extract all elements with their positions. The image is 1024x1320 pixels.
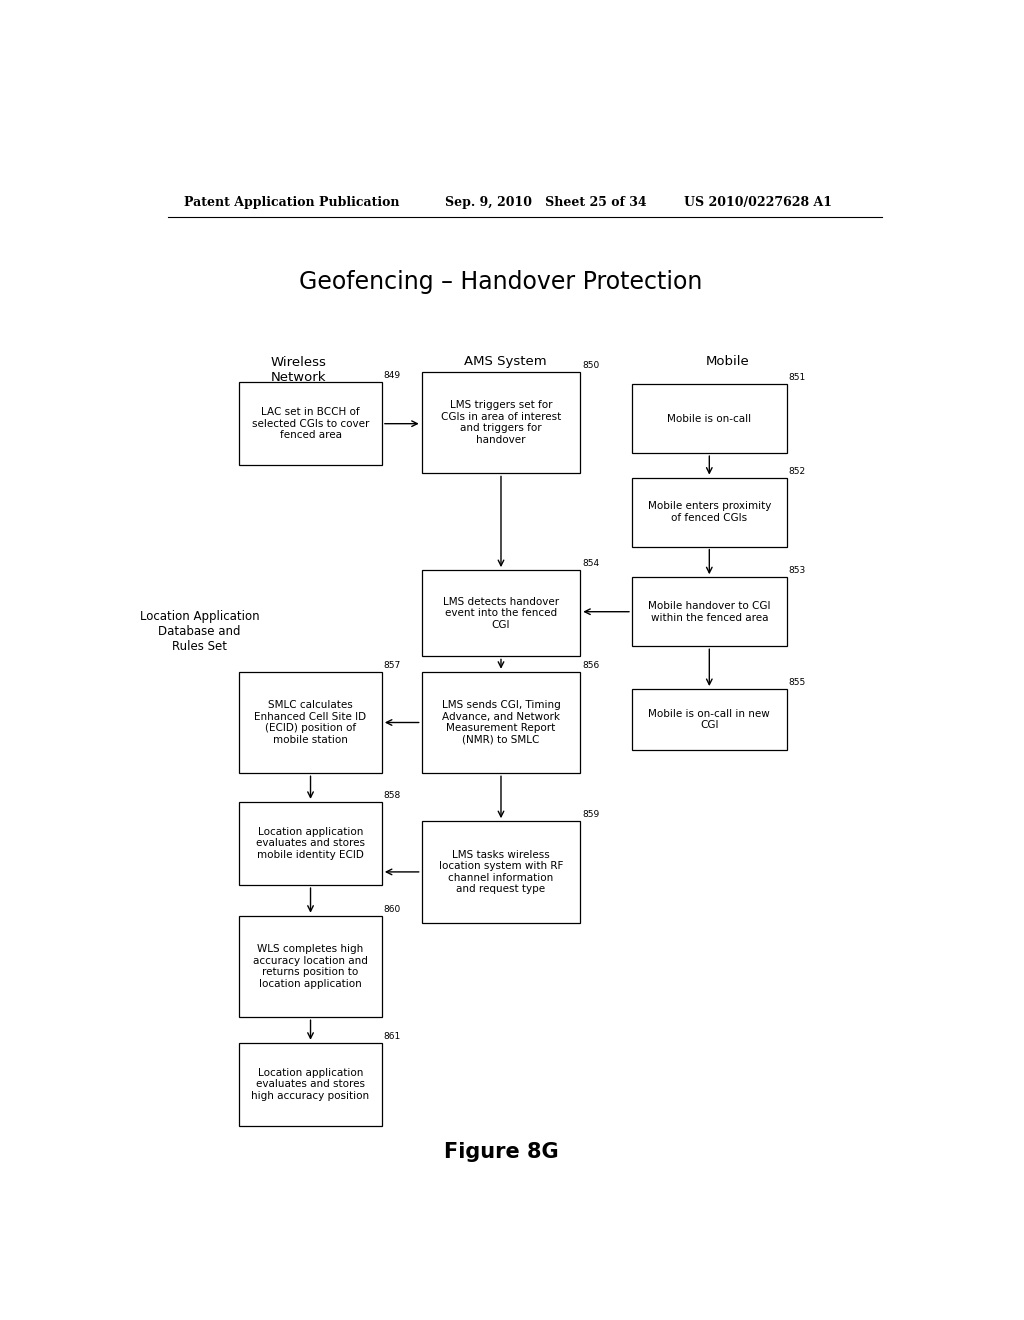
FancyBboxPatch shape bbox=[422, 372, 581, 474]
Text: Mobile enters proximity
of fenced CGIs: Mobile enters proximity of fenced CGIs bbox=[647, 502, 771, 523]
FancyBboxPatch shape bbox=[632, 478, 786, 546]
Text: 861: 861 bbox=[384, 1032, 400, 1040]
Text: LMS detects handover
event into the fenced
CGI: LMS detects handover event into the fenc… bbox=[443, 597, 559, 630]
FancyBboxPatch shape bbox=[632, 577, 786, 647]
Text: 857: 857 bbox=[384, 660, 400, 669]
Text: SMLC calculates
Enhanced Cell Site ID
(ECID) position of
mobile station: SMLC calculates Enhanced Cell Site ID (E… bbox=[255, 700, 367, 744]
FancyBboxPatch shape bbox=[632, 689, 786, 750]
Text: AMS System: AMS System bbox=[464, 355, 546, 368]
Text: Mobile handover to CGI
within the fenced area: Mobile handover to CGI within the fenced… bbox=[648, 601, 771, 623]
FancyBboxPatch shape bbox=[240, 801, 382, 886]
Text: Figure 8G: Figure 8G bbox=[443, 1142, 558, 1163]
Text: US 2010/0227628 A1: US 2010/0227628 A1 bbox=[684, 195, 831, 209]
FancyBboxPatch shape bbox=[240, 381, 382, 466]
Text: Sep. 9, 2010   Sheet 25 of 34: Sep. 9, 2010 Sheet 25 of 34 bbox=[445, 195, 647, 209]
Text: Mobile: Mobile bbox=[706, 355, 749, 368]
Text: Mobile is on-call: Mobile is on-call bbox=[668, 413, 752, 424]
Text: WLS completes high
accuracy location and
returns position to
location applicatio: WLS completes high accuracy location and… bbox=[253, 944, 368, 989]
Text: 853: 853 bbox=[788, 566, 806, 576]
Text: Patent Application Publication: Patent Application Publication bbox=[183, 195, 399, 209]
FancyBboxPatch shape bbox=[240, 1043, 382, 1126]
FancyBboxPatch shape bbox=[422, 672, 581, 774]
Text: Location application
evaluates and stores
mobile identity ECID: Location application evaluates and store… bbox=[256, 826, 365, 861]
Text: Wireless
Network: Wireless Network bbox=[270, 356, 327, 384]
FancyBboxPatch shape bbox=[240, 672, 382, 774]
Text: Geofencing – Handover Protection: Geofencing – Handover Protection bbox=[299, 271, 702, 294]
Text: 852: 852 bbox=[788, 466, 806, 475]
Text: 859: 859 bbox=[582, 810, 599, 818]
Text: 850: 850 bbox=[582, 360, 599, 370]
Text: 860: 860 bbox=[384, 904, 400, 913]
Text: LMS triggers set for
CGIs in area of interest
and triggers for
handover: LMS triggers set for CGIs in area of int… bbox=[441, 400, 561, 445]
FancyBboxPatch shape bbox=[240, 916, 382, 1018]
FancyBboxPatch shape bbox=[632, 384, 786, 453]
Text: Location Application
Database and
Rules Set: Location Application Database and Rules … bbox=[139, 610, 259, 652]
FancyBboxPatch shape bbox=[422, 821, 581, 923]
Text: 849: 849 bbox=[384, 371, 400, 380]
Text: 858: 858 bbox=[384, 791, 400, 800]
Text: 855: 855 bbox=[788, 678, 806, 686]
Text: Mobile is on-call in new
CGI: Mobile is on-call in new CGI bbox=[648, 709, 770, 730]
Text: LMS tasks wireless
location system with RF
channel information
and request type: LMS tasks wireless location system with … bbox=[439, 850, 563, 895]
Text: Location application
evaluates and stores
high accuracy position: Location application evaluates and store… bbox=[252, 1068, 370, 1101]
Text: 854: 854 bbox=[582, 558, 599, 568]
FancyBboxPatch shape bbox=[422, 570, 581, 656]
Text: LAC set in BCCH of
selected CGIs to cover
fenced area: LAC set in BCCH of selected CGIs to cove… bbox=[252, 407, 370, 441]
Text: LMS sends CGI, Timing
Advance, and Network
Measurement Report
(NMR) to SMLC: LMS sends CGI, Timing Advance, and Netwo… bbox=[441, 700, 560, 744]
Text: 856: 856 bbox=[582, 660, 599, 669]
Text: 851: 851 bbox=[788, 374, 806, 381]
